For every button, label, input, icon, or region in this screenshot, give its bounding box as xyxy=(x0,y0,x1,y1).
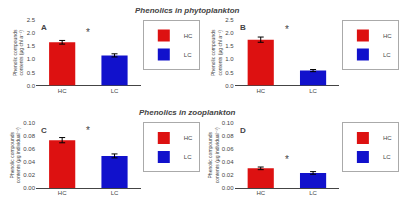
svg-text:*: * xyxy=(285,24,289,35)
svg-text:HC: HC xyxy=(256,190,265,196)
svg-text:HC: HC xyxy=(184,135,193,141)
svg-text:C: C xyxy=(41,126,47,135)
svg-text:LC: LC xyxy=(309,190,317,196)
svg-text:0.0: 0.0 xyxy=(27,83,36,89)
svg-text:0.0: 0.0 xyxy=(225,83,234,89)
svg-text:0.10: 0.10 xyxy=(23,120,35,126)
svg-text:HC: HC xyxy=(184,33,193,39)
svg-text:Phenolics in zooplankton: Phenolics in zooplankton xyxy=(139,108,236,117)
svg-text:LC: LC xyxy=(111,190,119,196)
svg-text:LC: LC xyxy=(184,154,192,160)
svg-text:Phenolic compoundscontents (μg: Phenolic compoundscontents (μg chl a⁻¹) xyxy=(210,29,223,76)
svg-text:0.5: 0.5 xyxy=(27,70,36,76)
svg-text:LC: LC xyxy=(309,88,317,94)
svg-text:LC: LC xyxy=(111,88,119,94)
svg-text:LC: LC xyxy=(184,52,192,58)
svg-text:0.08: 0.08 xyxy=(23,133,35,139)
svg-text:Phenolic compoundscontents (μg: Phenolic compoundscontents (μg chl a⁻¹) xyxy=(12,29,25,76)
svg-text:1.0: 1.0 xyxy=(27,56,36,62)
svg-text:HC: HC xyxy=(383,33,392,39)
svg-text:2.5: 2.5 xyxy=(27,17,36,23)
svg-text:HC: HC xyxy=(256,88,265,94)
svg-text:LC: LC xyxy=(383,154,391,160)
svg-text:*: * xyxy=(86,125,90,136)
svg-text:1.5: 1.5 xyxy=(27,43,36,49)
svg-text:A: A xyxy=(41,23,47,32)
svg-text:HC: HC xyxy=(58,88,67,94)
svg-text:0.5: 0.5 xyxy=(225,70,234,76)
svg-text:0.08: 0.08 xyxy=(222,133,234,139)
svg-text:2.0: 2.0 xyxy=(27,30,36,36)
svg-text:2.5: 2.5 xyxy=(225,17,234,23)
svg-text:1.5: 1.5 xyxy=(225,43,234,49)
svg-text:0.06: 0.06 xyxy=(23,146,35,152)
svg-text:*: * xyxy=(285,154,289,165)
svg-text:0.04: 0.04 xyxy=(23,159,35,165)
svg-text:HC: HC xyxy=(383,135,392,141)
svg-text:0.02: 0.02 xyxy=(222,172,234,178)
svg-text:LC: LC xyxy=(383,52,391,58)
svg-text:*: * xyxy=(86,27,90,38)
svg-text:1.0: 1.0 xyxy=(225,56,234,62)
svg-text:B: B xyxy=(240,23,246,32)
svg-text:Phenolic compoundscontents (μg: Phenolic compoundscontents (μg individua… xyxy=(207,127,220,183)
svg-text:Phenolic compoundscontents (μg: Phenolic compoundscontents (μg individua… xyxy=(9,127,22,183)
svg-text:0.02: 0.02 xyxy=(23,172,35,178)
svg-text:0.06: 0.06 xyxy=(222,146,234,152)
svg-text:0.00: 0.00 xyxy=(222,185,234,191)
svg-text:0.04: 0.04 xyxy=(222,159,234,165)
svg-text:0.00: 0.00 xyxy=(23,185,35,191)
svg-text:D: D xyxy=(240,126,246,135)
svg-text:Phenolics in phytoplankton: Phenolics in phytoplankton xyxy=(135,6,240,15)
svg-text:0.10: 0.10 xyxy=(222,120,234,126)
svg-text:2.0: 2.0 xyxy=(225,30,234,36)
svg-text:HC: HC xyxy=(58,190,67,196)
